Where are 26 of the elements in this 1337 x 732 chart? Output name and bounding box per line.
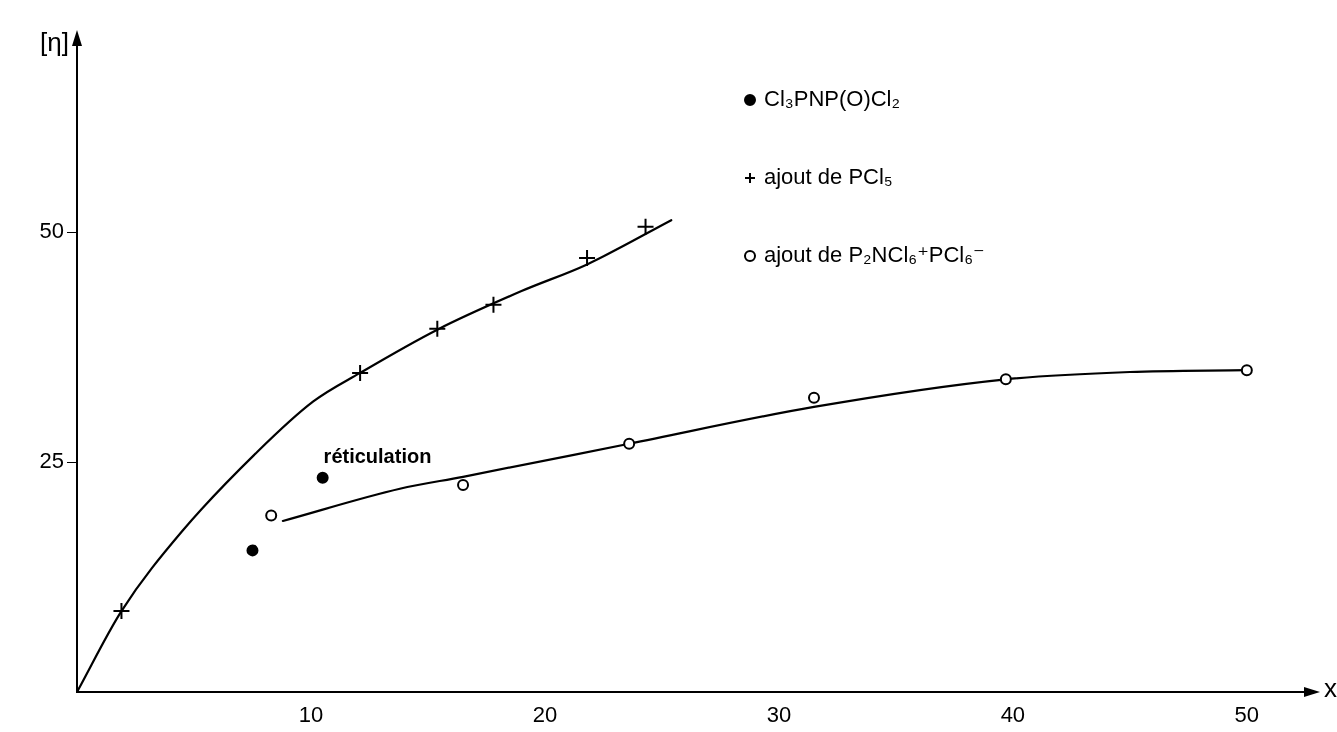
x-tick-label: 40	[1000, 702, 1026, 728]
y-tick-label: 25	[39, 448, 64, 474]
point	[999, 373, 1012, 386]
x-tick-label: 10	[298, 702, 324, 728]
point	[112, 602, 131, 621]
point	[457, 479, 470, 492]
legend-label: ajout de PCl₅	[764, 164, 893, 190]
y-axis-title: [η]	[40, 27, 69, 58]
point	[1240, 364, 1253, 377]
point	[578, 248, 597, 267]
point	[351, 363, 370, 382]
legend-label: Cl₃PNP(O)Cl₂	[764, 86, 901, 112]
annotation: réticulation	[323, 444, 432, 467]
x-tick-label: 30	[766, 702, 792, 728]
point	[265, 509, 278, 522]
point	[246, 544, 259, 557]
x-tick-label: 50	[1234, 702, 1260, 728]
point	[636, 217, 655, 236]
x-axis-title: x	[1324, 673, 1337, 704]
point	[623, 437, 636, 450]
point	[807, 391, 820, 404]
point	[428, 319, 447, 338]
legend-label: ajout de P₂NCl₆⁺PCl₆⁻	[764, 242, 985, 268]
point	[484, 295, 503, 314]
x-tick-label: 20	[532, 702, 558, 728]
point	[316, 471, 329, 484]
